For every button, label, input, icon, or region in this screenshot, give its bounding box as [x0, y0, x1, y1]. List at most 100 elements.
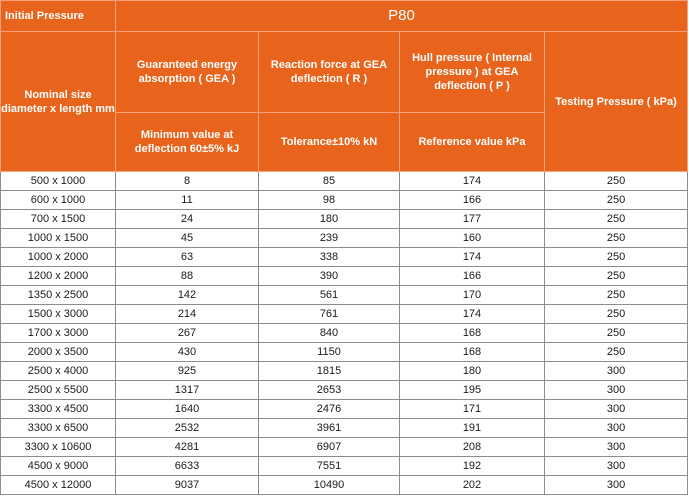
nominal-size-cell: 1500 x 3000 — [0, 304, 116, 324]
testing-pressure-cell: 250 — [543, 266, 689, 286]
nominal-size-cell: 3300 x 6500 — [0, 418, 116, 438]
initial-pressure-header: Initial Pressure — [0, 0, 116, 32]
nominal-size-cell: 600 x 1000 — [0, 190, 116, 210]
hull-pressure-cell: 168 — [399, 342, 545, 362]
nominal-size-cell: 3300 x 10600 — [0, 437, 116, 457]
hull-pressure-cell: 174 — [399, 304, 545, 324]
reaction-force-header: Reaction force at GEA deflection ( R ) — [258, 31, 400, 113]
reaction-force-cell: 7551 — [258, 456, 400, 476]
reaction-force-cell: 3961 — [258, 418, 400, 438]
testing-pressure-cell: 300 — [543, 361, 689, 381]
hull-pressure-cell: 195 — [399, 380, 545, 400]
testing-pressure-header: Testing Pressure ( kPa) — [543, 31, 689, 172]
hull-pressure-cell: 174 — [399, 171, 545, 191]
nominal-size-cell: 1000 x 1500 — [0, 228, 116, 248]
testing-pressure-cell: 250 — [543, 323, 689, 343]
testing-pressure-cell: 250 — [543, 342, 689, 362]
gea-cell: 142 — [115, 285, 259, 305]
nominal-size-cell: 4500 x 9000 — [0, 456, 116, 476]
table-row: 3300 x 4500 1640 2476 171 300 — [0, 399, 689, 419]
testing-pressure-cell: 300 — [543, 399, 689, 419]
nominal-size-cell: 1200 x 2000 — [0, 266, 116, 286]
reaction-force-cell: 561 — [258, 285, 400, 305]
table-row: 4500 x 9000 6633 7551 192 300 — [0, 456, 689, 476]
gea-cell: 1317 — [115, 380, 259, 400]
table-row: 600 x 1000 11 98 166 250 — [0, 190, 689, 210]
table-row: 700 x 1500 24 180 177 250 — [0, 209, 689, 229]
reaction-force-cell: 180 — [258, 209, 400, 229]
gea-cell: 8 — [115, 171, 259, 191]
gea-header: Guaranteed energy absorption ( GEA ) — [115, 31, 259, 113]
reaction-force-cell: 1815 — [258, 361, 400, 381]
hull-pressure-cell: 192 — [399, 456, 545, 476]
nominal-size-header: Nominal size diameter x length mm — [0, 31, 116, 172]
nominal-size-cell: 1000 x 2000 — [0, 247, 116, 267]
reaction-force-cell: 1150 — [258, 342, 400, 362]
nominal-size-cell: 1350 x 2500 — [0, 285, 116, 305]
testing-pressure-cell: 300 — [543, 475, 689, 495]
table-row: 2500 x 5500 1317 2653 195 300 — [0, 380, 689, 400]
nominal-size-cell: 3300 x 4500 — [0, 399, 116, 419]
gea-cell: 45 — [115, 228, 259, 248]
nominal-size-cell: 2000 x 3500 — [0, 342, 116, 362]
hull-pressure-cell: 191 — [399, 418, 545, 438]
testing-pressure-cell: 300 — [543, 437, 689, 457]
p80-group-header: P80 — [114, 0, 689, 32]
gea-cell: 4281 — [115, 437, 259, 457]
nominal-size-cell: 700 x 1500 — [0, 209, 116, 229]
gea-cell: 24 — [115, 209, 259, 229]
reaction-force-cell: 761 — [258, 304, 400, 324]
table-row: 1200 x 2000 88 390 166 250 — [0, 266, 689, 286]
table-row: 1700 x 3000 267 840 168 250 — [0, 323, 689, 343]
reaction-force-cell: 840 — [258, 323, 400, 343]
reaction-force-cell: 2653 — [258, 380, 400, 400]
hull-pressure-cell: 177 — [399, 209, 545, 229]
hull-pressure-cell: 208 — [399, 437, 545, 457]
testing-pressure-cell: 250 — [543, 247, 689, 267]
gea-cell: 267 — [115, 323, 259, 343]
hull-pressure-subheader: Reference value kPa — [399, 112, 545, 172]
reaction-force-subheader: Tolerance±10% kN — [258, 112, 400, 172]
gea-cell: 925 — [115, 361, 259, 381]
hull-pressure-cell: 168 — [399, 323, 545, 343]
reaction-force-cell: 85 — [258, 171, 400, 191]
table-row: 4500 x 12000 9037 10490 202 300 — [0, 475, 689, 495]
reaction-force-cell: 239 — [258, 228, 400, 248]
hull-pressure-cell: 166 — [399, 266, 545, 286]
reaction-force-cell: 6907 — [258, 437, 400, 457]
gea-cell: 1640 — [115, 399, 259, 419]
hull-pressure-cell: 180 — [399, 361, 545, 381]
table-row: 1500 x 3000 214 761 174 250 — [0, 304, 689, 324]
hull-pressure-cell: 174 — [399, 247, 545, 267]
table-row: 2000 x 3500 430 1150 168 250 — [0, 342, 689, 362]
gea-cell: 9037 — [115, 475, 259, 495]
nominal-size-cell: 4500 x 12000 — [0, 475, 116, 495]
reaction-force-cell: 390 — [258, 266, 400, 286]
testing-pressure-cell: 250 — [543, 190, 689, 210]
nominal-size-cell: 500 x 1000 — [0, 171, 116, 191]
gea-cell: 6633 — [115, 456, 259, 476]
table-row: 1000 x 1500 45 239 160 250 — [0, 228, 689, 248]
hull-pressure-cell: 202 — [399, 475, 545, 495]
table-row: 3300 x 10600 4281 6907 208 300 — [0, 437, 689, 457]
testing-pressure-cell: 250 — [543, 228, 689, 248]
testing-pressure-cell: 300 — [543, 418, 689, 438]
gea-cell: 88 — [115, 266, 259, 286]
testing-pressure-cell: 250 — [543, 285, 689, 305]
gea-cell: 2532 — [115, 418, 259, 438]
reaction-force-cell: 2476 — [258, 399, 400, 419]
table-row: 1350 x 2500 142 561 170 250 — [0, 285, 689, 305]
reaction-force-cell: 98 — [258, 190, 400, 210]
nominal-size-cell: 2500 x 4000 — [0, 361, 116, 381]
nominal-size-cell: 1700 x 3000 — [0, 323, 116, 343]
reaction-force-cell: 10490 — [258, 475, 400, 495]
testing-pressure-cell: 250 — [543, 209, 689, 229]
testing-pressure-cell: 300 — [543, 380, 689, 400]
table-row: 3300 x 6500 2532 3961 191 300 — [0, 418, 689, 438]
testing-pressure-cell: 250 — [543, 304, 689, 324]
hull-pressure-cell: 171 — [399, 399, 545, 419]
reaction-force-cell: 338 — [258, 247, 400, 267]
table-row: 500 x 1000 8 85 174 250 — [0, 171, 689, 191]
table-row: 2500 x 4000 925 1815 180 300 — [0, 361, 689, 381]
